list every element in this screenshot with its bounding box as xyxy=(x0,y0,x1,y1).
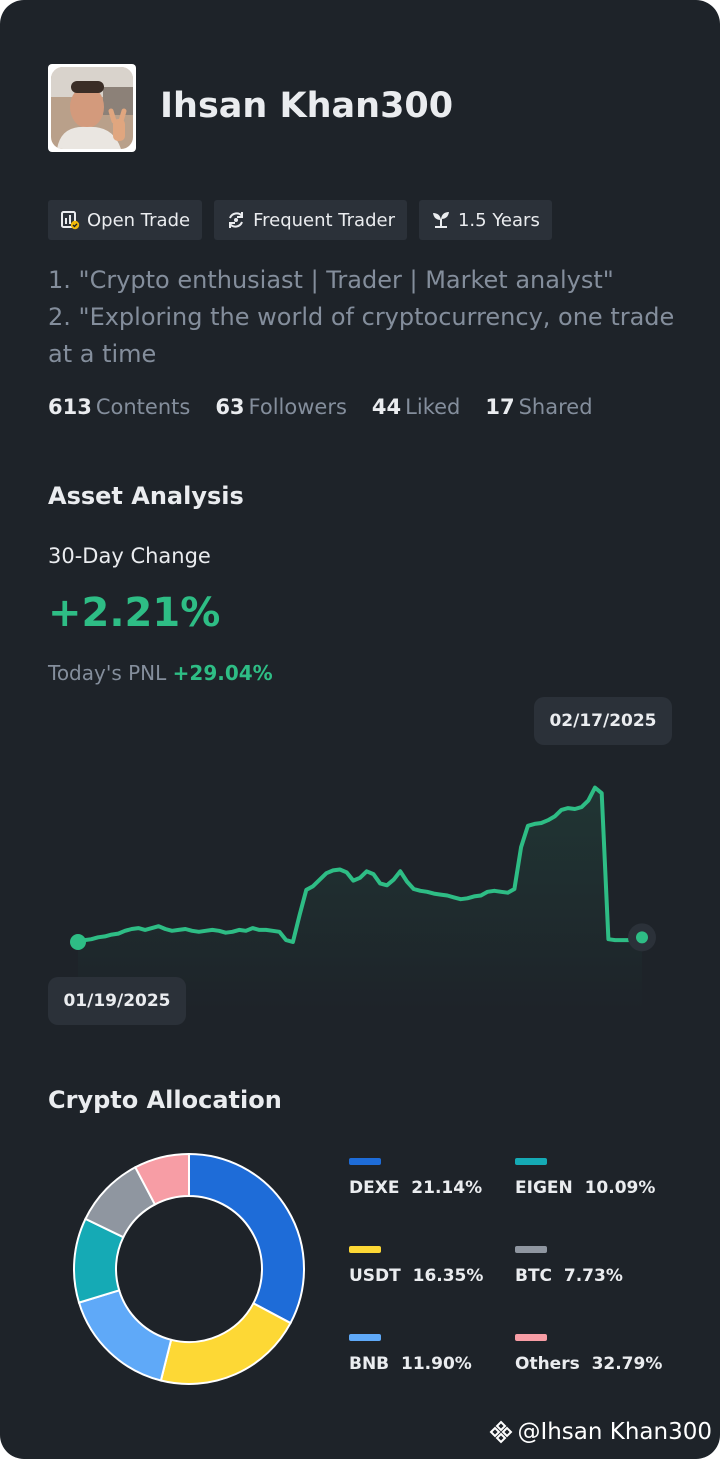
allocation-donut-chart[interactable] xyxy=(72,1152,306,1386)
legend-pct: 16.35% xyxy=(412,1266,484,1286)
frequent-trader-icon xyxy=(229,212,244,228)
binance-logo-icon xyxy=(490,1420,513,1444)
chart-start-point xyxy=(70,934,86,950)
legend-name: Others xyxy=(515,1354,580,1374)
donut-slice-dexe[interactable] xyxy=(188,1152,305,1325)
watermark: @Ihsan Khan300 xyxy=(489,1419,712,1445)
allocation-legend: DEXE 21.14% EIGEN 10.09% USDT 16.35% BTC… xyxy=(349,1158,689,1388)
watermark-text: @Ihsan Khan300 xyxy=(517,1419,712,1445)
badge-open-trade[interactable]: Open Trade xyxy=(48,200,203,240)
sprout-icon xyxy=(432,212,449,228)
stat-value: 63 xyxy=(215,395,245,419)
avatar[interactable] xyxy=(48,64,136,152)
stat-value: 44 xyxy=(371,395,402,419)
pnl-line-chart[interactable] xyxy=(0,690,720,1040)
username: Ihsan Khan300 xyxy=(160,86,454,126)
chart-series-line xyxy=(76,785,644,944)
badge-label: 1.5 Years xyxy=(457,209,540,231)
stat-value: 17 xyxy=(485,395,515,419)
crypto-allocation-title: Crypto Allocation xyxy=(48,1086,282,1114)
open-trade-icon xyxy=(61,211,80,230)
legend-text: USDT 16.35% xyxy=(349,1266,483,1286)
change-value: +2.21% xyxy=(48,590,221,636)
todays-pnl: Today's PNL +29.04% xyxy=(48,661,273,685)
legend-text: Others 32.79% xyxy=(515,1354,662,1374)
legend-text: BNB 11.90% xyxy=(349,1354,472,1374)
legend-swatch xyxy=(515,1334,547,1341)
pnl-value: +29.04% xyxy=(172,661,273,685)
stat-liked[interactable]: 44 Liked xyxy=(372,395,460,419)
stat-followers[interactable]: 63 Followers xyxy=(215,395,347,419)
legend-text: DEXE 21.14% xyxy=(349,1178,482,1198)
legend-pct: 32.79% xyxy=(591,1354,663,1374)
stat-contents[interactable]: 613 Contents xyxy=(48,395,190,419)
donut-slice-usdt[interactable] xyxy=(159,1301,292,1385)
chart-area-fill xyxy=(78,787,642,1010)
legend-text: EIGEN 10.09% xyxy=(515,1178,655,1198)
legend-swatch xyxy=(349,1334,381,1341)
legend-swatch xyxy=(349,1158,381,1165)
donut-slice-bnb[interactable] xyxy=(77,1289,173,1382)
chart-end-point xyxy=(636,931,648,944)
bio: 1. "Crypto enthusiast | Trader | Market … xyxy=(48,262,688,373)
legend-text: BTC 7.73% xyxy=(515,1266,623,1286)
badge-label: Open Trade xyxy=(87,209,191,231)
pnl-label: Today's PNL xyxy=(48,661,167,685)
badge-frequent-trader[interactable]: Frequent Trader xyxy=(214,200,407,240)
asset-analysis-title: Asset Analysis xyxy=(48,482,244,510)
legend-name: USDT xyxy=(349,1266,401,1286)
stat-label: Liked xyxy=(405,395,461,419)
stats-row: 613 Contents 63 Followers 44 Liked 17 Shared xyxy=(48,395,593,419)
legend-swatch xyxy=(515,1158,547,1165)
legend-pct: 21.14% xyxy=(411,1178,483,1198)
legend-swatch xyxy=(349,1246,381,1253)
badge-years[interactable]: 1.5 Years xyxy=(418,200,552,240)
stat-value: 613 xyxy=(48,395,92,419)
bio-line: 1. "Crypto enthusiast | Trader | Market … xyxy=(48,266,614,294)
legend-name: BTC xyxy=(515,1266,553,1286)
stat-label: Followers xyxy=(248,395,347,419)
legend-name: BNB xyxy=(349,1354,390,1374)
legend-swatch xyxy=(515,1246,547,1253)
legend-name: DEXE xyxy=(349,1178,400,1198)
stat-shared[interactable]: 17 Shared xyxy=(485,395,592,419)
end-date-tooltip: 02/17/2025 xyxy=(534,697,672,745)
legend-name: EIGEN xyxy=(515,1178,573,1198)
change-label: 30-Day Change xyxy=(48,544,211,568)
badge-list: Open Trade Frequent Trader 1.5 Years xyxy=(48,200,552,240)
stat-label: Shared xyxy=(518,395,593,419)
badge-label: Frequent Trader xyxy=(253,209,395,231)
legend-pct: 10.09% xyxy=(584,1178,656,1198)
stat-label: Contents xyxy=(95,395,191,419)
avatar-photo xyxy=(51,67,133,149)
donut-slice-others[interactable] xyxy=(133,1152,190,1206)
start-date-tooltip: 01/19/2025 xyxy=(48,977,186,1025)
bio-line: 2. "Exploring the world of cryptocurrenc… xyxy=(48,303,682,368)
legend-pct: 7.73% xyxy=(563,1266,623,1286)
legend-pct: 11.90% xyxy=(401,1354,472,1374)
